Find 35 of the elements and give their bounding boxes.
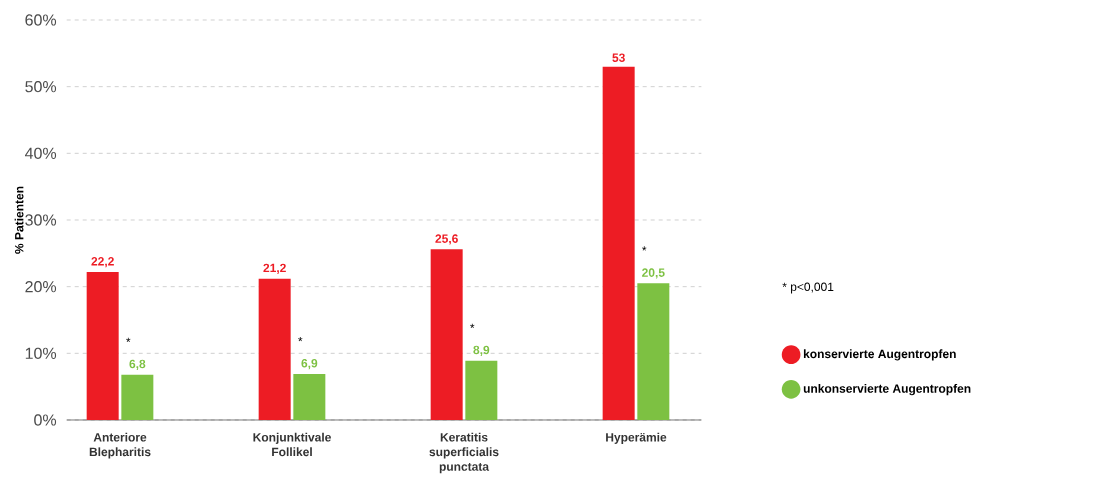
data-label: 25,6	[435, 234, 458, 245]
bar	[465, 360, 498, 420]
y-tick-label: 20%	[25, 281, 57, 293]
bar	[86, 271, 119, 420]
annotation: *	[642, 246, 647, 251]
bar	[602, 66, 635, 420]
x-tick-label: Keratitis superficialis punctata	[429, 432, 499, 474]
x-tick-label: Konjunktivale Follikel	[253, 432, 331, 457]
data-label: 21,2	[263, 263, 286, 274]
data-label: 53	[612, 53, 625, 62]
data-label: 22,2	[91, 257, 114, 268]
x-tick-label: Anteriore Blepharitis	[89, 432, 151, 459]
y-tick-label: 60%	[25, 14, 57, 26]
bar	[637, 283, 670, 420]
y-axis-title: % Patienten	[14, 186, 24, 254]
text: * p<0,001	[782, 282, 834, 294]
bar	[430, 249, 463, 420]
y-tick-label: 10%	[25, 347, 57, 359]
annotation: *	[470, 323, 475, 328]
legend-label: unkonservierte Augentropfen	[803, 383, 971, 396]
annotation: *	[126, 337, 131, 342]
y-tick-label: 40%	[25, 147, 57, 159]
y-tick-label: 50%	[25, 81, 57, 93]
bar	[293, 373, 326, 420]
bar	[258, 278, 291, 420]
x-tick-label: Hyperämie	[606, 432, 667, 444]
y-tick-label: 30%	[25, 214, 57, 226]
annotation: *	[298, 337, 303, 342]
data-label: 6,8	[129, 359, 146, 370]
data-label: 6,9	[301, 359, 318, 370]
legend-label: konservierte Augentropfen	[803, 349, 956, 361]
bar	[121, 374, 154, 420]
y-tick-label: 0%	[34, 414, 57, 426]
data-label: 8,9	[473, 345, 490, 356]
data-label: 20,5	[642, 268, 665, 279]
